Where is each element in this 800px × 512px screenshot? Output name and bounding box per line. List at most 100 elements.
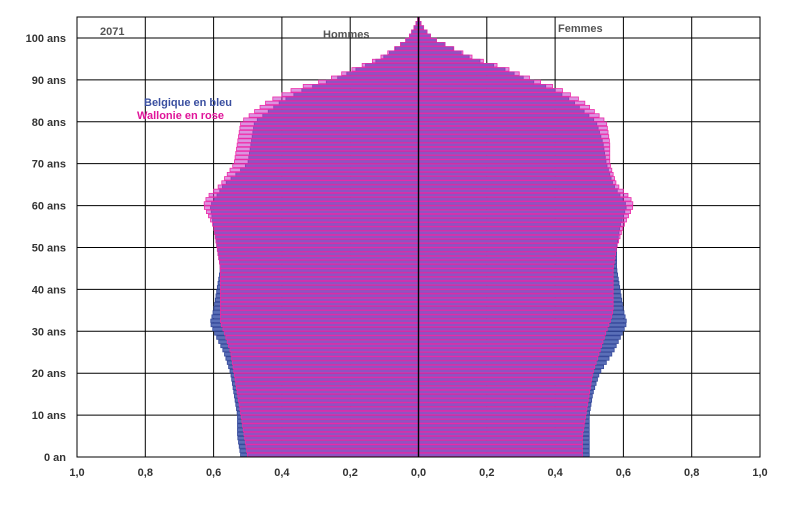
bar-wallonie-hommes [242, 427, 419, 432]
bar-wallonie-femmes [418, 322, 610, 328]
bar-wallonie-femmes [418, 306, 614, 311]
bar-wallonie-femmes [418, 29, 428, 34]
bar-wallonie-femmes [418, 272, 614, 277]
age-tick-label: 90 ans [32, 75, 66, 87]
bar-wallonie-hommes [203, 205, 419, 210]
bar-wallonie-hommes [259, 104, 419, 110]
bar-wallonie-femmes [418, 293, 614, 298]
bar-wallonie-femmes [418, 188, 624, 194]
bar-wallonie-femmes [418, 83, 553, 89]
bar-wallonie-femmes [418, 280, 614, 286]
bar-wallonie-hommes [341, 71, 419, 76]
bar-wallonie-hommes [237, 138, 419, 143]
bar-wallonie-femmes [418, 297, 614, 303]
bar-wallonie-hommes [240, 415, 419, 420]
bar-wallonie-hommes [331, 75, 419, 80]
bar-wallonie-femmes [418, 398, 589, 403]
bar-wallonie-hommes [248, 113, 419, 118]
bar-wallonie-hommes [203, 201, 419, 206]
bar-wallonie-femmes [418, 255, 616, 261]
bar-wallonie-femmes [418, 138, 610, 143]
bar-wallonie-femmes [418, 96, 579, 101]
bar-wallonie-femmes [418, 130, 609, 135]
bar-wallonie-hommes [238, 130, 419, 135]
bar-wallonie-femmes [418, 452, 583, 458]
bar-wallonie-femmes [418, 100, 586, 106]
bar-wallonie-femmes [418, 88, 563, 93]
bar-wallonie-femmes [418, 192, 629, 198]
bar-wallonie-hommes [232, 163, 419, 168]
bar-wallonie-hommes [220, 280, 419, 286]
bar-wallonie-femmes [418, 247, 617, 252]
bar-wallonie-femmes [418, 347, 601, 353]
bar-wallonie-femmes [418, 356, 598, 361]
bar-wallonie-femmes [418, 339, 604, 344]
bar-wallonie-femmes [418, 268, 614, 273]
bar-wallonie-femmes [418, 377, 593, 382]
bar-wallonie-hommes [233, 368, 419, 374]
bar-wallonie-hommes [220, 297, 419, 303]
age-tick-label: 60 ans [32, 201, 66, 213]
bar-wallonie-hommes [246, 448, 419, 453]
bar-wallonie-femmes [418, 184, 620, 189]
bar-wallonie-femmes [418, 134, 610, 139]
bar-wallonie-hommes [302, 83, 419, 89]
bar-wallonie-hommes [220, 318, 419, 323]
legend-wallonie: Wallonie en rose [137, 110, 224, 122]
bar-wallonie-femmes [418, 410, 587, 416]
age-tick-label: 10 ans [32, 410, 66, 422]
bar-wallonie-femmes [418, 402, 588, 407]
bar-wallonie-femmes [418, 385, 591, 391]
bar-wallonie-hommes [220, 289, 419, 294]
bar-wallonie-hommes [214, 230, 419, 235]
bar-wallonie-femmes [418, 440, 583, 445]
bar-wallonie-hommes [241, 419, 419, 424]
bar-wallonie-femmes [418, 117, 605, 122]
bar-wallonie-hommes [229, 347, 419, 353]
bar-wallonie-femmes [418, 180, 617, 185]
bar-wallonie-hommes [235, 381, 419, 386]
bar-wallonie-femmes [418, 209, 631, 215]
bar-wallonie-hommes [220, 285, 419, 290]
bar-wallonie-hommes [229, 167, 419, 173]
bar-wallonie-femmes [418, 121, 608, 127]
bar-wallonie-femmes [418, 226, 624, 231]
x-tick-label: 1,0 [752, 467, 767, 479]
bar-wallonie-femmes [418, 151, 611, 156]
bar-wallonie-femmes [418, 230, 622, 235]
bar-wallonie-femmes [418, 37, 437, 43]
bar-wallonie-hommes [228, 343, 419, 349]
bar-wallonie-femmes [418, 234, 621, 240]
bar-wallonie-femmes [418, 427, 584, 432]
age-tick-label: 40 ans [32, 284, 66, 296]
bar-wallonie-femmes [418, 310, 613, 315]
bar-wallonie-femmes [418, 201, 634, 206]
bar-wallonie-hommes [361, 63, 419, 68]
women-label: Femmes [558, 23, 603, 35]
bar-wallonie-femmes [418, 364, 596, 370]
bar-wallonie-femmes [418, 79, 541, 85]
bar-wallonie-hommes [225, 335, 419, 340]
bar-wallonie-femmes [418, 25, 425, 30]
bar-wallonie-hommes [231, 360, 419, 365]
bar-wallonie-hommes [387, 50, 419, 55]
bar-wallonie-femmes [418, 406, 588, 411]
bar-wallonie-hommes [220, 306, 419, 311]
bar-wallonie-femmes [418, 368, 594, 374]
bar-wallonie-hommes [239, 406, 419, 411]
bar-wallonie-hommes [216, 243, 419, 248]
x-tick-label: 0,8 [138, 467, 153, 479]
bar-wallonie-hommes [232, 364, 419, 370]
age-tick-label: 100 ans [26, 33, 66, 45]
bar-wallonie-hommes [224, 331, 419, 336]
bar-wallonie-femmes [418, 394, 590, 399]
bar-wallonie-hommes [238, 402, 419, 407]
bar-wallonie-hommes [234, 377, 419, 382]
bar-wallonie-femmes [418, 343, 602, 349]
bar-wallonie-hommes [220, 301, 419, 307]
x-tick-label: 0,4 [547, 467, 563, 479]
bar-wallonie-hommes [217, 251, 419, 256]
bar-wallonie-hommes [221, 180, 419, 185]
bar-wallonie-hommes [237, 394, 419, 399]
bar-wallonie-femmes [418, 435, 583, 441]
